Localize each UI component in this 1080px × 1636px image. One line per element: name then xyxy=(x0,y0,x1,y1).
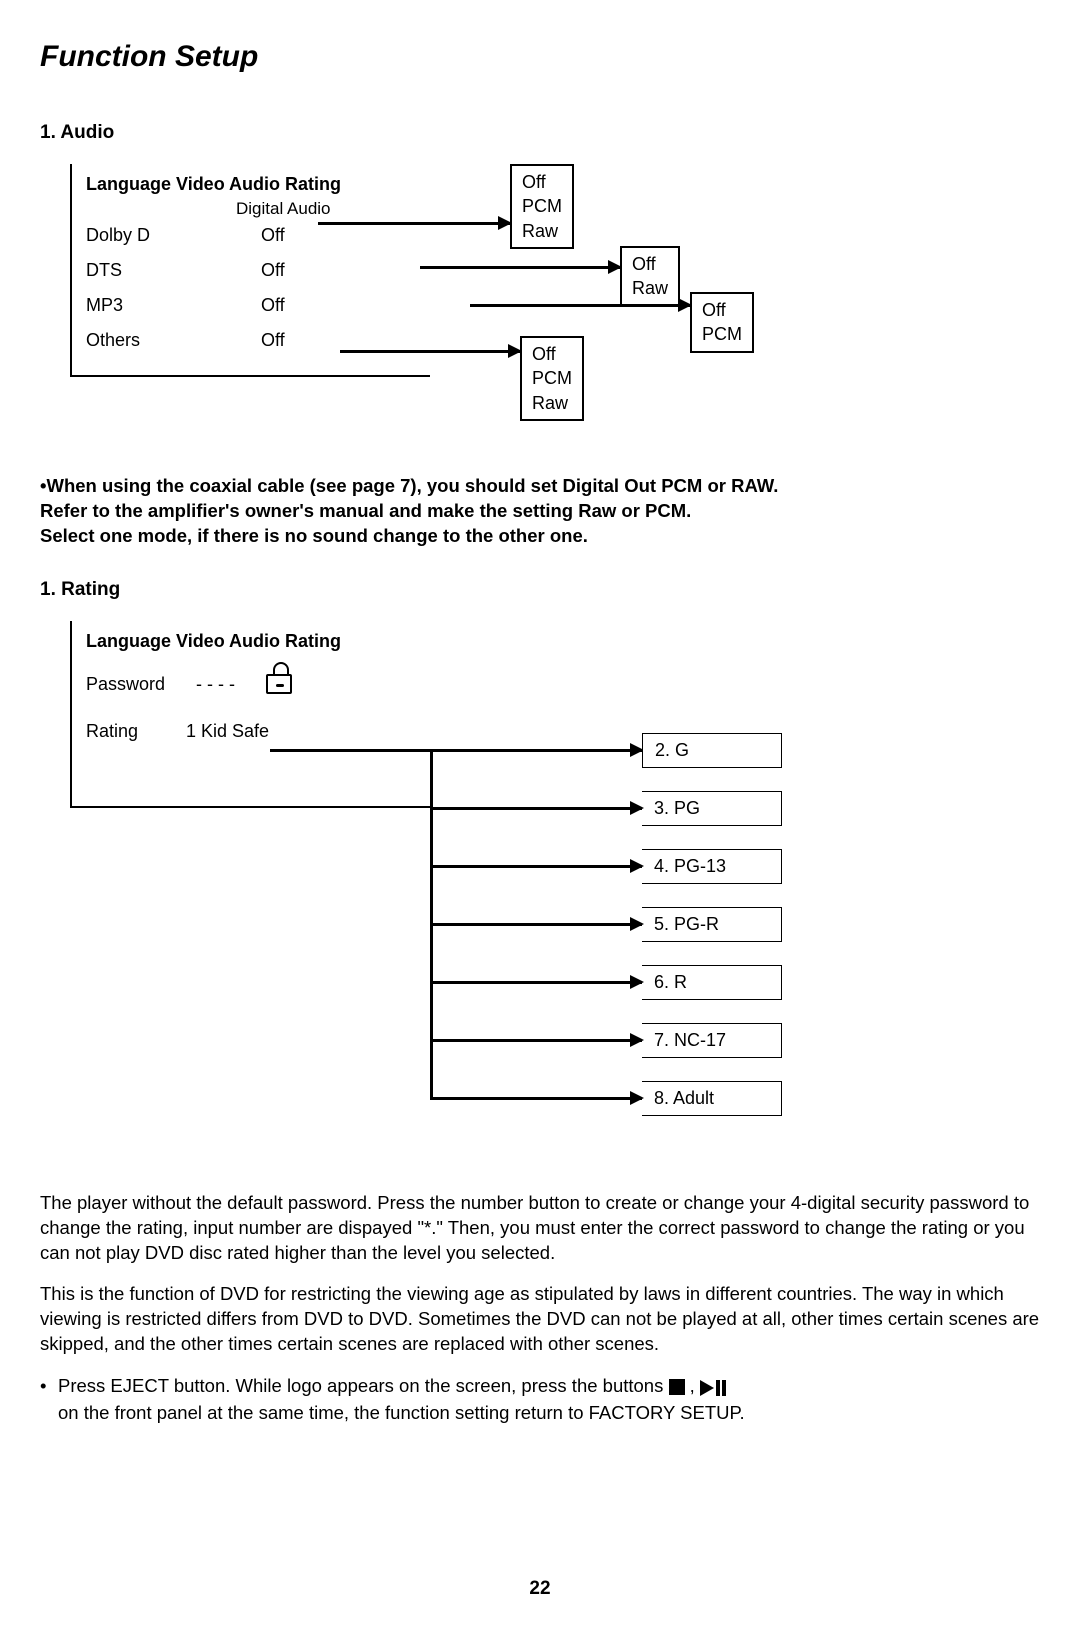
eject-instruction: • Press EJECT button. While logo appears… xyxy=(40,1373,1040,1426)
page-number: 22 xyxy=(0,1578,1080,1600)
rating-branch-arrow xyxy=(430,865,642,868)
rating-arrow xyxy=(270,749,642,752)
rating-level-box: 8. Adult xyxy=(642,1081,782,1116)
audio-menu-row: DTSOff xyxy=(86,260,416,281)
audio-row-value: Off xyxy=(261,225,321,246)
audio-option-dts: OffRaw xyxy=(620,246,680,307)
bullet: • xyxy=(40,1373,58,1426)
audio-arrow xyxy=(318,222,510,225)
rating-value: 1 Kid Safe xyxy=(186,721,269,742)
option-line: PCM xyxy=(522,194,562,218)
rating-branch-arrow xyxy=(430,1097,642,1100)
audio-row-value: Off xyxy=(261,260,321,281)
audio-menu-header: Language Video Audio Rating xyxy=(86,174,416,195)
audio-option-others: OffPCMRaw xyxy=(520,336,584,421)
audio-row-label: Others xyxy=(86,330,261,351)
audio-row-label: Dolby D xyxy=(86,225,261,246)
rating-description-1: The player without the default password.… xyxy=(40,1191,1040,1266)
audio-menu-row: MP3Off xyxy=(86,295,416,316)
eject-text: Press EJECT button. While logo appears o… xyxy=(58,1373,745,1426)
password-label: Password xyxy=(86,674,196,695)
option-line: Off xyxy=(522,170,562,194)
option-line: Off xyxy=(702,298,742,322)
lock-icon xyxy=(266,674,292,694)
page-title: Function Setup xyxy=(40,40,1040,74)
rating-level-box: 3. PG xyxy=(642,791,782,826)
option-line: Raw xyxy=(532,391,572,415)
rating-label: Rating xyxy=(86,721,186,742)
option-line: Raw xyxy=(632,276,668,300)
audio-row-label: MP3 xyxy=(86,295,261,316)
option-line: PCM xyxy=(532,366,572,390)
password-row: Password- - - - xyxy=(86,674,416,695)
rating-level-box: 5. PG-R xyxy=(642,907,782,942)
rating-level-box: 7. NC-17 xyxy=(642,1023,782,1058)
audio-row-label: DTS xyxy=(86,260,261,281)
rating-level-box: 6. R xyxy=(642,965,782,1000)
audio-row-value: Off xyxy=(261,295,321,316)
rating-level-box: 4. PG-13 xyxy=(642,849,782,884)
rating-description-2: This is the function of DVD for restrict… xyxy=(40,1282,1040,1357)
password-value: - - - - xyxy=(196,674,266,695)
audio-heading: 1. Audio xyxy=(40,122,1040,144)
rating-menu-box: Language Video Audio Rating Password- - -… xyxy=(70,621,430,808)
audio-option-mp3: OffPCM xyxy=(690,292,754,353)
option-line: PCM xyxy=(702,322,742,346)
audio-option-dolby: OffPCMRaw xyxy=(510,164,574,249)
audio-menu-box: Language Video Audio Rating Digital Audio… xyxy=(70,164,430,377)
comma: , xyxy=(690,1375,700,1396)
audio-row-value: Off xyxy=(261,330,321,351)
eject-text-b: on the front panel at the same time, the… xyxy=(58,1402,745,1423)
audio-menu-row: Dolby DOff xyxy=(86,225,416,246)
rating-branch-arrow xyxy=(430,981,642,984)
audio-diagram: Language Video Audio Rating Digital Audio… xyxy=(40,164,1040,444)
eject-text-a: Press EJECT button. While logo appears o… xyxy=(58,1375,669,1396)
rating-menu-header: Language Video Audio Rating xyxy=(86,631,416,652)
rating-row: Rating1 Kid Safe xyxy=(86,721,416,742)
option-line: Off xyxy=(532,342,572,366)
rating-branch-arrow xyxy=(430,807,642,810)
rating-branch-arrow xyxy=(430,1039,642,1042)
audio-arrow xyxy=(420,266,620,269)
rating-level-box: 2. G xyxy=(642,733,782,768)
audio-arrow xyxy=(340,350,520,353)
audio-note: •When using the coaxial cable (see page … xyxy=(40,474,1040,549)
rating-branch-arrow xyxy=(430,923,642,926)
rating-diagram: Language Video Audio Rating Password- - -… xyxy=(40,621,1040,1161)
rating-heading: 1. Rating xyxy=(40,579,1040,601)
stop-icon xyxy=(669,1379,685,1395)
audio-arrow xyxy=(470,304,690,307)
play-pause-icon xyxy=(700,1374,720,1400)
audio-menu-row: OthersOff xyxy=(86,330,416,351)
option-line: Raw xyxy=(522,219,562,243)
option-line: Off xyxy=(632,252,668,276)
audio-menu-subheader: Digital Audio xyxy=(236,199,416,219)
